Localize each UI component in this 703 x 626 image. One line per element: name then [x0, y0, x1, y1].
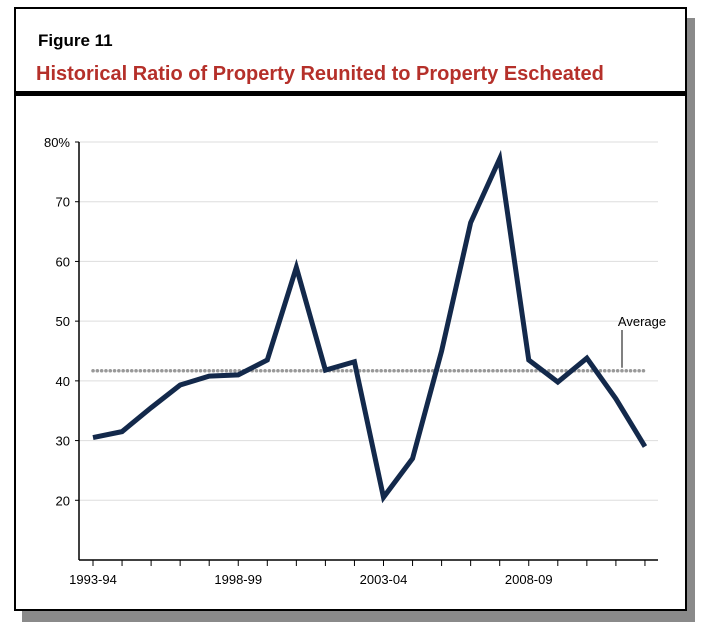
- x-tick-label: 2003-04: [360, 572, 408, 587]
- figure-label: Figure 11: [38, 31, 113, 50]
- y-tick-label: 60: [56, 254, 70, 269]
- average-label: Average: [618, 314, 666, 329]
- y-tick-label: 30: [56, 434, 70, 449]
- y-tick-label: 70: [56, 195, 70, 210]
- title-rule: [16, 91, 685, 96]
- x-tick-label: 1998-99: [214, 572, 262, 587]
- x-tick-label: 1993-94: [69, 572, 117, 587]
- chart-title: Historical Ratio of Property Reunited to…: [36, 63, 604, 85]
- y-tick-label: 20: [56, 493, 70, 508]
- y-tick-label: 40: [56, 374, 70, 389]
- figure-frame: Figure 11 Historical Ratio of Property R…: [14, 7, 687, 611]
- x-tick-label: 2008-09: [505, 572, 553, 587]
- y-tick-label: 80%: [44, 135, 70, 150]
- y-tick-label: 50: [56, 314, 70, 329]
- series-line: [92, 149, 648, 504]
